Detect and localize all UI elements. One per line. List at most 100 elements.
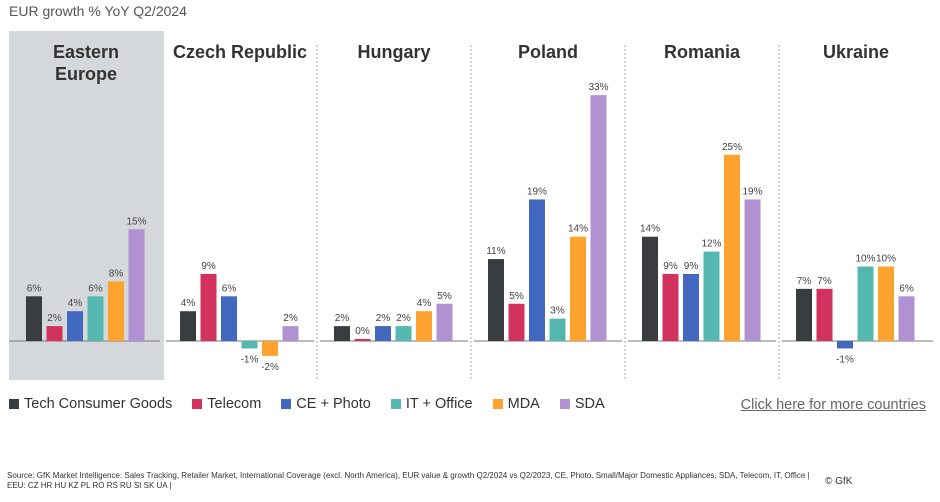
bar-sda [744, 199, 761, 341]
data-label: 19% [527, 186, 547, 197]
data-label: 2% [283, 313, 298, 324]
panel-title: Romania [664, 42, 741, 62]
bar-sda [898, 296, 915, 341]
data-label: 10% [855, 254, 875, 265]
panel-title: Poland [518, 42, 578, 62]
panel-title: Eastern [53, 42, 119, 62]
bar-it-office [857, 266, 874, 341]
data-label: 6% [899, 283, 914, 294]
source-line-2: EEU: CZ HR HU KZ PL RO RS RU SI SK UA | [7, 481, 172, 490]
chart-title: EUR growth % YoY Q2/2024 [9, 3, 187, 19]
bar-ce-photo [375, 326, 391, 341]
data-label: 9% [663, 261, 678, 272]
data-label: 2% [47, 313, 62, 324]
bar-tech-consumer-goods [334, 326, 350, 341]
legend-label: SDA [574, 396, 605, 412]
bar-ce-photo [221, 296, 237, 341]
data-label: 4% [417, 298, 432, 309]
data-label: 6% [222, 283, 237, 294]
panel-title: Ukraine [823, 42, 889, 62]
bar-sda [282, 326, 299, 341]
legend: Tech Consumer Goods Telecom CE + Photo IT +… [9, 396, 625, 412]
data-label: 9% [201, 261, 216, 272]
bar-mda [570, 236, 586, 341]
legend-label: Tech Consumer Goods [24, 396, 173, 412]
panel-title: Czech Republic [173, 42, 307, 62]
legend-item: CE + Photo [281, 396, 371, 412]
data-label: 14% [568, 224, 588, 235]
legend-item: Telecom [192, 396, 261, 412]
data-label: 4% [181, 298, 196, 309]
data-label: 2% [335, 313, 350, 324]
data-label: 0% [355, 326, 370, 337]
data-label: -1% [836, 354, 854, 365]
data-label: -2% [261, 362, 279, 373]
data-label: 8% [109, 268, 124, 279]
bar-it-office [703, 251, 720, 341]
panel-title: Hungary [357, 42, 430, 62]
panel-title: Europe [55, 64, 117, 84]
data-label: 19% [742, 186, 762, 197]
more-countries-link[interactable]: Click here for more countries [740, 397, 926, 413]
bar-telecom [200, 273, 217, 341]
legend-swatch [192, 399, 203, 409]
legend-swatch [390, 399, 401, 409]
data-label: 3% [550, 306, 565, 317]
legend-swatch [9, 399, 19, 409]
bar-tech-consumer-goods [796, 288, 812, 341]
bar-mda [724, 154, 740, 341]
bar-ce-photo [529, 199, 545, 341]
data-label: 9% [684, 261, 699, 272]
bar-telecom [354, 339, 371, 341]
legend-item: Tech Consumer Goods [9, 396, 172, 412]
data-label: 15% [126, 216, 146, 227]
data-label: 4% [68, 298, 83, 309]
data-label: 14% [640, 224, 660, 235]
data-label: 5% [509, 291, 524, 302]
data-label: 7% [797, 276, 812, 287]
data-label: 12% [701, 239, 721, 250]
bar-sda [128, 229, 145, 341]
bar-tech-consumer-goods [26, 296, 42, 341]
bar-telecom [816, 288, 833, 341]
bar-tech-consumer-goods [180, 311, 196, 341]
data-label: 2% [376, 313, 391, 324]
bar-tech-consumer-goods [488, 259, 504, 341]
bar-it-office [549, 318, 566, 341]
data-label: 33% [588, 82, 608, 93]
copyright: © GfK [825, 476, 853, 487]
bar-it-office [241, 341, 258, 349]
bar-mda [416, 311, 432, 341]
bar-telecom [662, 273, 679, 341]
bar-ce-photo [683, 273, 699, 341]
legend-label: MDA [507, 396, 540, 412]
bar-telecom [508, 303, 525, 341]
bar-mda [878, 266, 894, 341]
data-label: 11% [486, 246, 505, 257]
data-label: 6% [27, 283, 42, 294]
bar-it-office [87, 296, 104, 341]
legend-swatch [559, 399, 570, 409]
source-note: Source: GfK Market Intelligence: Sales T… [7, 471, 810, 491]
data-label: -1% [241, 354, 259, 365]
bar-tech-consumer-goods [642, 236, 658, 341]
legend-item: SDA [559, 396, 605, 412]
legend-item: MDA [492, 396, 540, 412]
legend-label: CE + Photo [296, 396, 371, 412]
data-label: 25% [722, 142, 742, 153]
source-line-1: Source: GfK Market Intelligence: Sales T… [7, 471, 810, 480]
data-label: 5% [437, 291, 452, 302]
bar-mda [108, 281, 124, 341]
legend-label: IT + Office [405, 396, 473, 412]
data-label: 7% [817, 276, 832, 287]
data-label: 10% [876, 254, 896, 265]
legend-swatch [492, 399, 503, 409]
legend-swatch [281, 399, 292, 409]
bar-ce-photo [837, 341, 853, 349]
bar-telecom [46, 326, 63, 341]
legend-label: Telecom [207, 396, 262, 412]
bar-ce-photo [67, 311, 83, 341]
bar-it-office [395, 326, 412, 341]
